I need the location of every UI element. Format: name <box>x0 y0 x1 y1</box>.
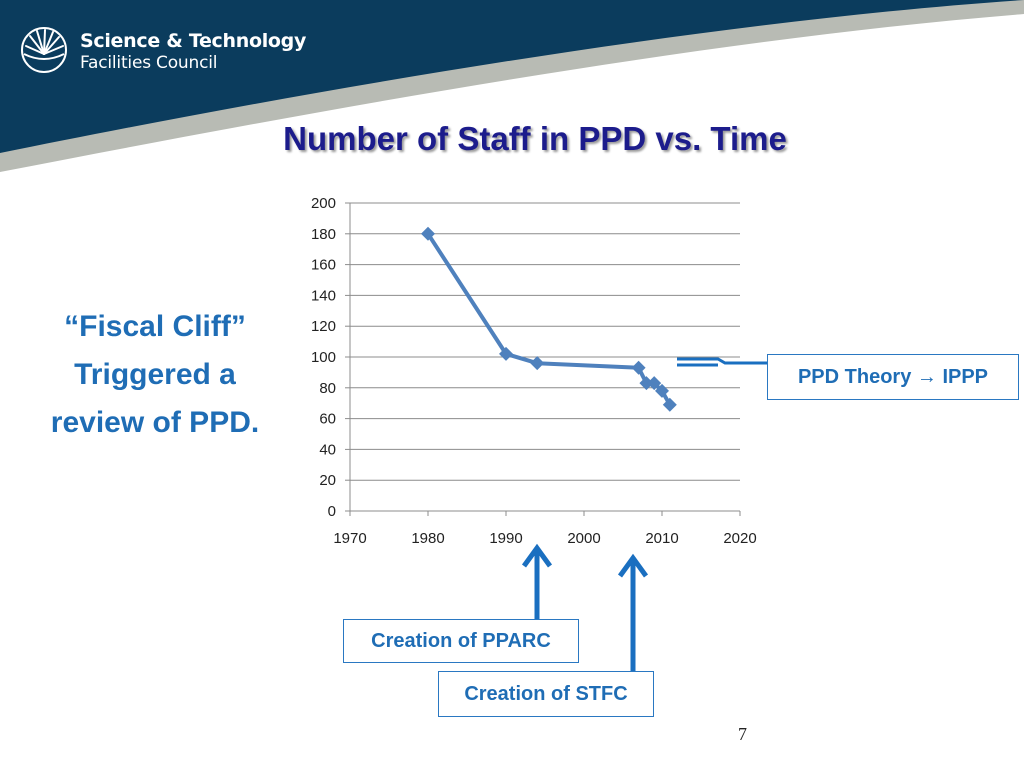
x-tick-labels: 1970 1980 1990 2000 2010 2020 <box>333 530 756 547</box>
chart-series <box>421 226 677 412</box>
data-point <box>499 346 513 361</box>
sunburst-icon <box>21 27 67 73</box>
data-point <box>662 397 677 412</box>
data-point <box>421 226 435 241</box>
stfc-arrow-head <box>617 553 649 578</box>
data-point <box>655 383 669 398</box>
data-point <box>647 376 662 391</box>
slide-title: Number of Staff in PPD vs. Time <box>283 120 787 157</box>
y-tick-label: 40 <box>319 441 336 458</box>
ppd-theory-label: PPD Theory → IPPP <box>767 354 1019 400</box>
data-point <box>631 360 646 375</box>
y-tick-label: 140 <box>311 287 336 304</box>
y-tick-label: 80 <box>319 380 336 397</box>
y-tick-label: 20 <box>319 472 336 489</box>
pparc-arrow-head <box>521 543 553 568</box>
x-tick-label: 1980 <box>411 530 444 547</box>
annotation-arrows <box>521 357 767 671</box>
series-line <box>426 232 672 406</box>
x-tick-label: 1990 <box>489 530 522 547</box>
x-tick-label: 2020 <box>723 530 756 547</box>
chart-grid <box>350 202 740 481</box>
callout-line-2: Triggered a <box>74 358 236 391</box>
theory-connector-top <box>677 357 767 365</box>
y-tick-labels: 0 20 40 60 80 100 120 140 160 180 200 <box>311 195 336 520</box>
y-tick-label: 180 <box>311 226 336 243</box>
logo-text-line2: Facilities Council <box>80 53 218 73</box>
data-point <box>530 356 545 371</box>
x-tick-label: 1970 <box>333 530 366 547</box>
y-tick-label: 120 <box>311 318 336 335</box>
logo-text-line1: Science & Technology <box>80 30 307 52</box>
creation-of-stfc-label: Creation of STFC <box>438 671 654 717</box>
y-tick-label: 100 <box>311 349 336 366</box>
page-number: 7 <box>738 724 747 744</box>
stfc-logo: Science & Technology Facilities Council <box>18 20 306 80</box>
y-tick-label: 0 <box>328 503 336 520</box>
header-banner <box>0 0 1024 172</box>
y-tick-label: 60 <box>319 411 336 428</box>
callout-line-1: “Fiscal Cliff” <box>64 310 246 343</box>
callout-line-3: review of PPD. <box>50 406 260 439</box>
banner-band <box>0 0 1024 153</box>
y-tick-label: 160 <box>311 257 336 274</box>
x-tick-label: 2000 <box>567 530 600 547</box>
data-point <box>639 376 654 391</box>
y-tick-label: 200 <box>311 195 336 212</box>
x-tick-label: 2010 <box>645 530 678 547</box>
callout-text: “Fiscal Cliff” Triggered a review of PPD… <box>20 303 290 447</box>
chart-axes <box>345 202 741 516</box>
creation-of-pparc-label: Creation of PPARC <box>343 619 579 663</box>
